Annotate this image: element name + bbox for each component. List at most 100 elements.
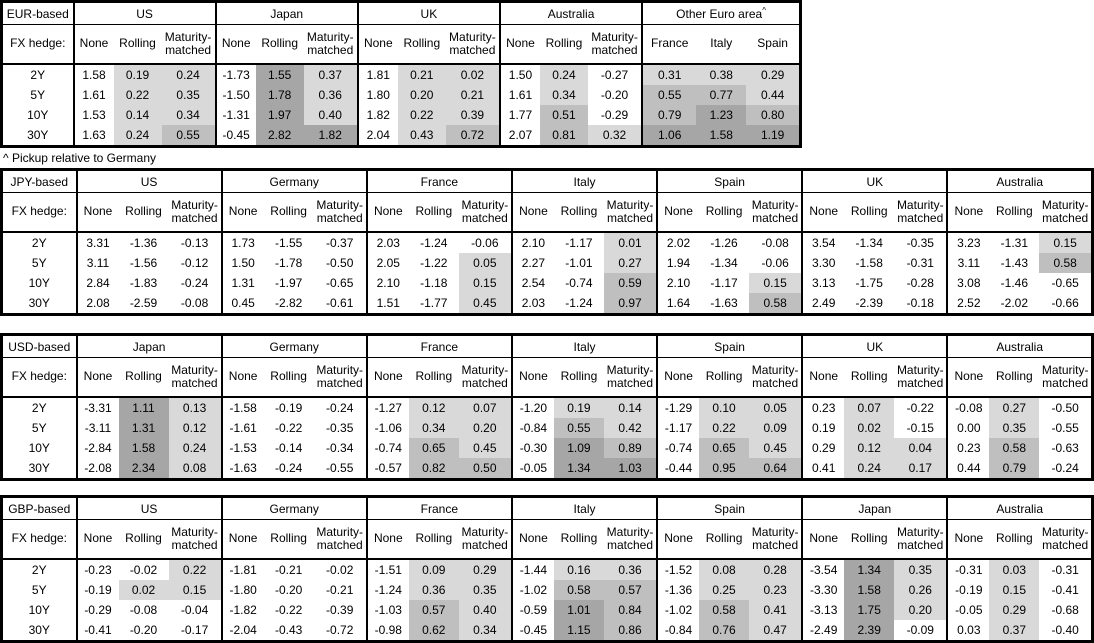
value-cell: -0.05 — [510, 458, 554, 480]
value-cell: 0.45 — [220, 293, 264, 315]
country-group-header: Australia — [946, 169, 1093, 193]
hedge-type-header: Maturity-matched — [749, 357, 803, 398]
value-cell: 0.23 — [946, 438, 990, 458]
value-cell: 0.72 — [445, 125, 500, 147]
value-cell: -0.06 — [458, 232, 512, 253]
hedge-type-header: None — [356, 24, 398, 65]
value-cell: 0.36 — [603, 559, 658, 580]
value-cell: 2.07 — [498, 125, 540, 147]
hedge-type-header: Maturity-matched — [1039, 192, 1093, 233]
value-cell: 1.34 — [844, 559, 895, 580]
value-cell: 2.04 — [356, 125, 398, 147]
value-cell: 0.40 — [458, 600, 512, 620]
value-cell: -1.56 — [118, 253, 169, 273]
value-cell: 0.22 — [168, 559, 222, 580]
value-cell: -2.82 — [263, 293, 314, 315]
value-cell: -0.28 — [894, 273, 948, 293]
value-cell: 0.55 — [641, 85, 697, 105]
value-cell: 0.37 — [303, 64, 358, 85]
hedge-type-header: None — [72, 24, 114, 65]
value-cell: 1.58 — [72, 64, 114, 85]
value-cell: 0.04 — [894, 438, 948, 458]
hedge-type-header: Rolling — [113, 24, 162, 65]
value-cell: 1.61 — [498, 85, 540, 105]
value-cell: 1.64 — [656, 293, 700, 315]
value-cell: 0.02 — [844, 418, 895, 438]
hedge-type-header: Maturity-matched — [458, 357, 512, 398]
value-cell: -3.13 — [801, 600, 845, 620]
value-cell: 0.27 — [603, 253, 658, 273]
value-cell: -1.80 — [220, 580, 264, 600]
value-cell: 0.57 — [603, 580, 658, 600]
tenor-label: 10Y — [28, 441, 50, 455]
value-cell: -0.45 — [214, 125, 256, 147]
value-cell: 0.58 — [699, 600, 750, 620]
value-cell: 0.41 — [801, 458, 845, 480]
tenor-label: 10Y — [28, 603, 50, 617]
tenor-label: 5Y — [30, 88, 46, 102]
hedge-type-header: Rolling — [699, 519, 750, 560]
value-cell: -0.20 — [587, 85, 643, 105]
value-cell: -0.65 — [313, 273, 367, 293]
hedge-type-header: Maturity-matched — [603, 519, 658, 560]
tenor-label: 5Y — [31, 256, 47, 270]
value-cell: 0.05 — [458, 253, 512, 273]
pickup-country-header: Italy — [696, 24, 747, 65]
value-cell: 0.15 — [749, 273, 803, 293]
value-cell: -2.04 — [220, 620, 264, 642]
tenor-label: 30Y — [28, 461, 50, 475]
value-cell: -0.17 — [168, 620, 222, 642]
value-cell: 1.34 — [553, 458, 604, 480]
country-group-header: France — [365, 334, 512, 358]
hedge-type-header: Rolling — [118, 192, 169, 233]
hedge-type-header: None — [220, 357, 264, 398]
country-group-header: Germany — [220, 334, 367, 358]
jpy-based-table: JPY-based US Germany France Italy Spain UK Aust… — [0, 168, 1094, 316]
value-cell: -0.31 — [894, 253, 948, 273]
value-cell: 0.23 — [801, 397, 845, 418]
value-cell: 0.31 — [641, 64, 697, 85]
value-cell: 0.65 — [699, 438, 750, 458]
value-cell: 0.35 — [894, 559, 948, 580]
value-cell: -0.20 — [263, 580, 314, 600]
value-cell: 2.10 — [365, 273, 409, 293]
hedge-type-header: None — [656, 519, 700, 560]
value-cell: 0.58 — [989, 438, 1040, 458]
hedge-type-header: None — [220, 192, 264, 233]
hedge-type-header: Maturity-matched — [303, 24, 358, 65]
value-cell: 1.09 — [553, 438, 604, 458]
usd-based-table-container: USD-based Japan Germany France Italy Spain UK A… — [0, 333, 1094, 481]
value-cell: 0.03 — [946, 620, 990, 642]
value-cell: -1.77 — [408, 293, 459, 315]
hedge-type-header: Maturity-matched — [445, 24, 500, 65]
country-group-header: France — [365, 169, 512, 193]
value-cell: -0.59 — [510, 600, 554, 620]
value-cell: 3.54 — [801, 232, 845, 253]
value-cell: 1.58 — [844, 580, 895, 600]
value-cell: 0.39 — [445, 105, 500, 125]
value-cell: -1.03 — [365, 600, 409, 620]
value-cell: -0.24 — [263, 458, 314, 480]
fx-hedge-row-label: FX hedge: — [1, 519, 77, 560]
value-cell: 0.14 — [603, 397, 658, 418]
value-cell: 0.40 — [303, 105, 358, 125]
value-cell: -1.02 — [656, 600, 700, 620]
value-cell: -0.84 — [656, 620, 700, 642]
pickup-country-header: Spain — [746, 24, 801, 65]
value-cell: -1.44 — [510, 559, 554, 580]
hedge-type-header: Maturity-matched — [313, 519, 367, 560]
value-cell: 0.12 — [168, 418, 222, 438]
base-currency-label: GBP-based — [1, 496, 77, 520]
pickup-country-header: France — [641, 24, 697, 65]
hedge-type-header: Maturity-matched — [313, 192, 367, 233]
value-cell: 0.64 — [749, 458, 803, 480]
country-group-header: Germany — [220, 169, 367, 193]
value-cell: 1.80 — [356, 85, 398, 105]
value-cell: 0.29 — [746, 64, 801, 85]
value-cell: 0.22 — [397, 105, 446, 125]
hedge-type-header: None — [498, 24, 540, 65]
value-cell: -1.63 — [699, 293, 750, 315]
value-cell: 0.20 — [397, 85, 446, 105]
value-cell: -0.22 — [263, 600, 314, 620]
value-cell: 0.19 — [113, 64, 162, 85]
